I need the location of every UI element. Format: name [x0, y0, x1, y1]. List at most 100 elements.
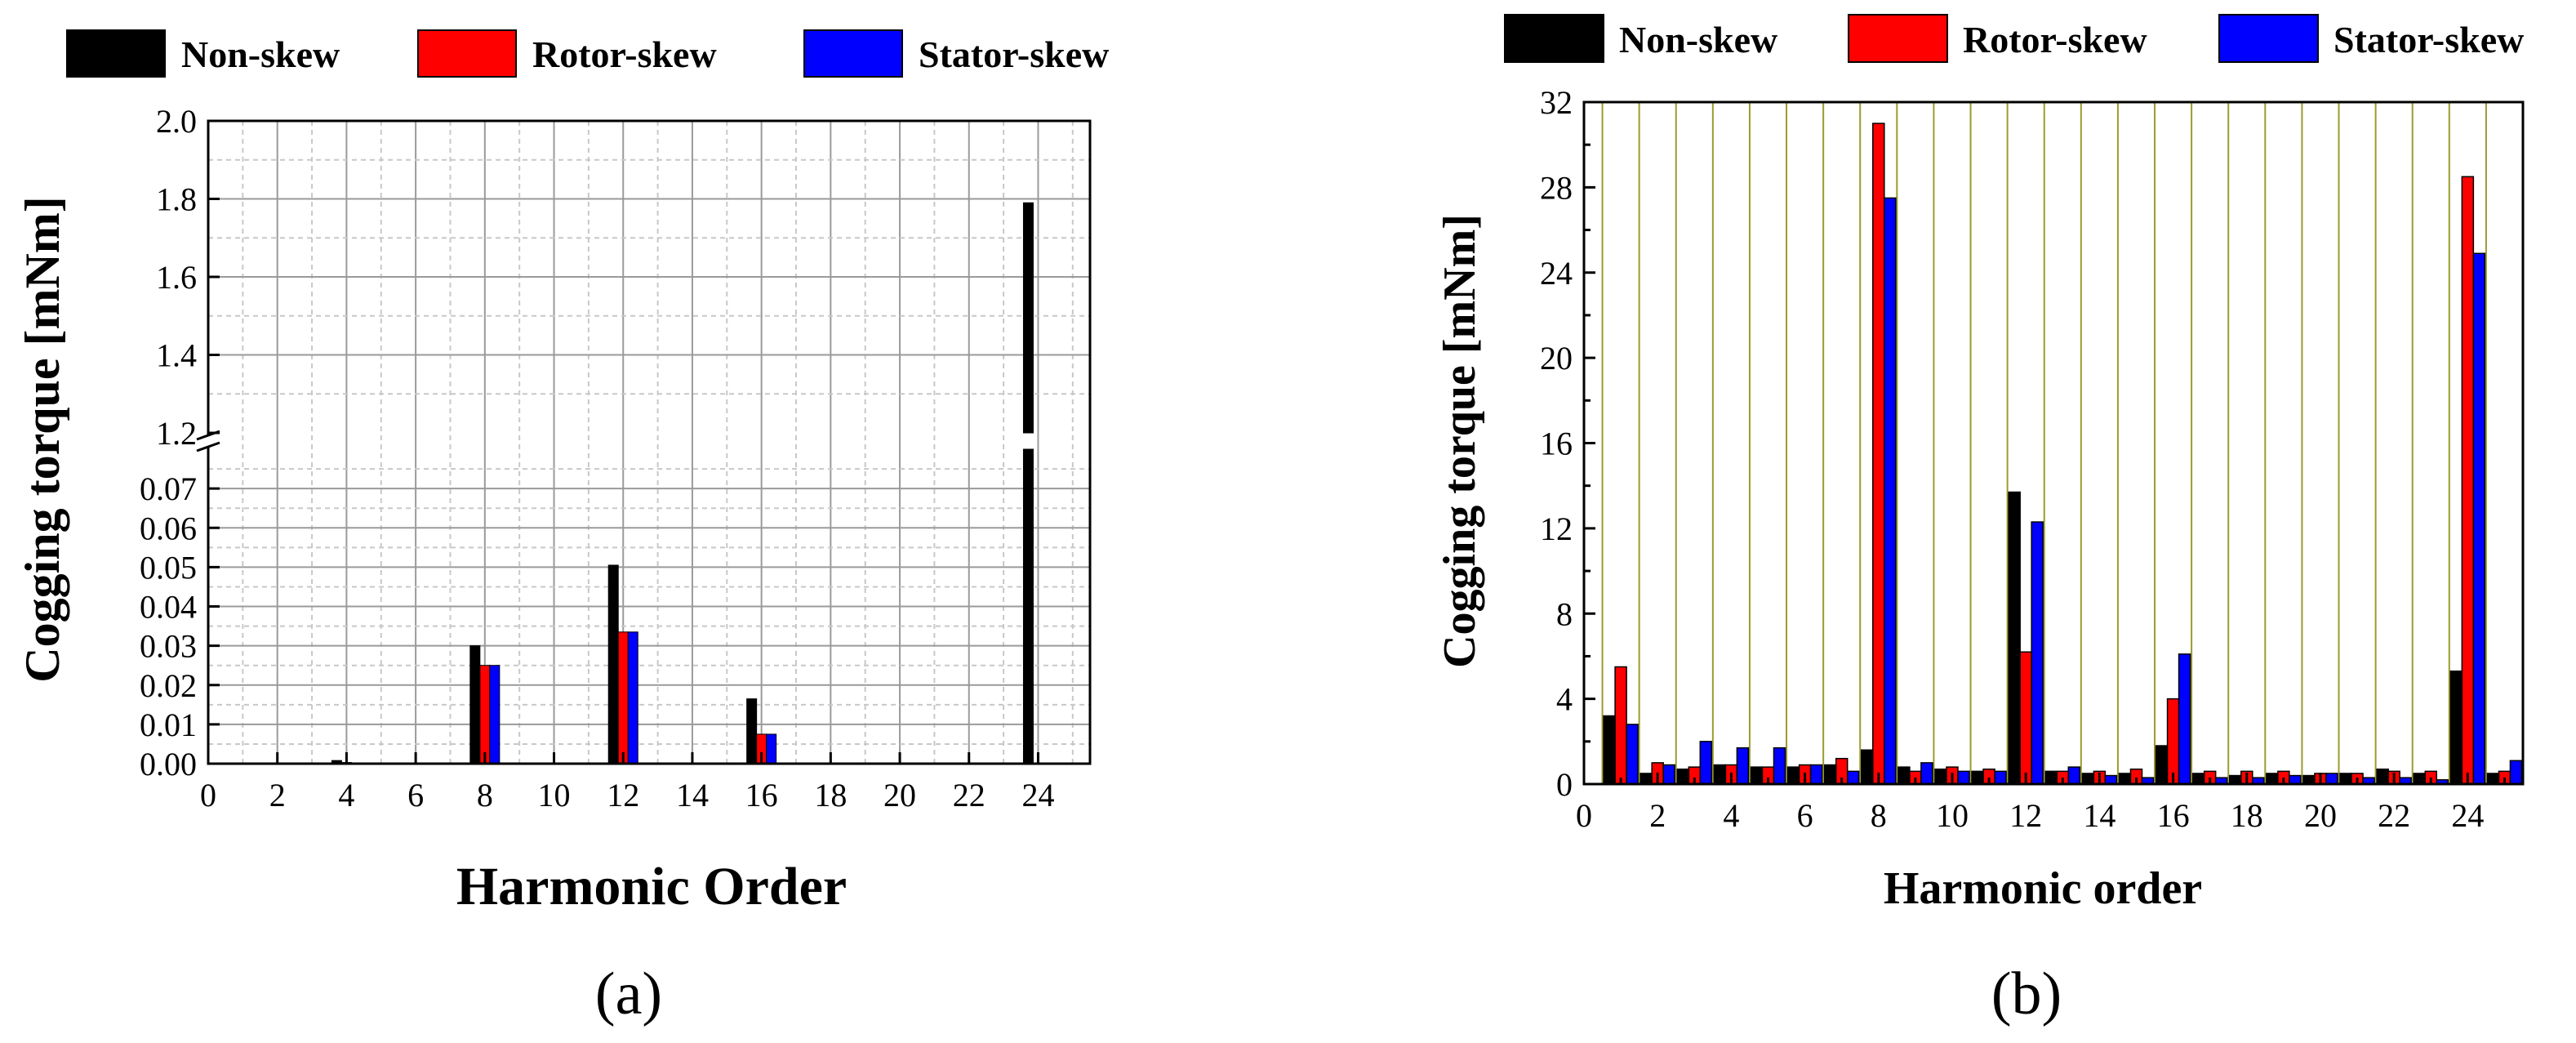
y-tick-label: 1.2 — [156, 415, 197, 452]
bar-non-skew-h13 — [2044, 770, 2058, 785]
x-axis-title-a: Harmonic Order — [456, 857, 847, 916]
x-tick-label: 4 — [338, 777, 354, 813]
y-tick-label: 4 — [1556, 681, 1573, 718]
tick-labels-a: 0 2 4 6 8 10 12 14 16 18 20 22 240.000.010.020.030.0… — [140, 103, 1054, 813]
x-tick-label: 0 — [1576, 797, 1592, 834]
x-tick-label: 24 — [2451, 797, 2484, 834]
x-tick-label: 10 — [538, 777, 571, 813]
legend-swatch-stator-skew — [2218, 14, 2319, 63]
grid-a — [208, 121, 1090, 764]
y-axis-title-b: Cogging torque [mNm] — [1435, 214, 1485, 668]
x-tick-label: 12 — [2009, 797, 2042, 834]
x-tick-label: 12 — [607, 777, 639, 813]
plot-frame-b — [1582, 100, 2525, 786]
bar-stator-skew-h8 — [1884, 197, 1897, 785]
bar-non-skew-h23 — [2413, 773, 2427, 785]
x-tick-label: 22 — [953, 777, 985, 813]
bar-rotor-skew-h8 — [479, 665, 491, 764]
x-tick-label: 6 — [407, 777, 424, 813]
bar-non-skew-h8 — [1861, 749, 1874, 785]
bar-rotor-skew-h12 — [617, 631, 629, 764]
bar-rotor-skew-h24 — [2461, 176, 2475, 785]
legend-swatch-stator-skew — [803, 29, 903, 78]
bar-non-skew-h2 — [1639, 773, 1653, 785]
bar-stator-skew-h19 — [2289, 774, 2302, 785]
bar-non-skew-h9 — [1898, 766, 1911, 785]
y-tick-label: 32 — [1540, 84, 1573, 121]
x-tick-label: 8 — [477, 777, 493, 813]
bar-stator-skew-h13 — [2067, 766, 2081, 785]
bar-stator-skew-h25 — [2509, 760, 2523, 785]
bar-non-skew-h11 — [1971, 770, 1984, 785]
bar-stator-skew-h11 — [1994, 770, 2007, 785]
axes-a — [196, 119, 1092, 765]
bar-non-skew-h12 — [2008, 491, 2021, 785]
y-tick-label: 0.02 — [140, 667, 197, 704]
bar-non-skew-h21 — [2339, 773, 2352, 785]
y-tick-label: 0.01 — [140, 706, 197, 743]
y-tick-label: 24 — [1540, 255, 1573, 292]
y-tick-label: 0.00 — [140, 746, 197, 782]
grid-b — [1601, 102, 2487, 784]
bar-non-skew-h7 — [1823, 764, 1837, 785]
bar-non-skew-h3 — [1676, 768, 1690, 785]
bar-non-skew-h15 — [2118, 773, 2132, 785]
axis-break-mark — [196, 441, 220, 452]
y-tick-label: 0.03 — [140, 628, 197, 665]
bar-non-skew-h12 — [607, 564, 619, 764]
bar-non-skew-h24 — [2449, 670, 2463, 785]
y-tick-label: 0.07 — [140, 470, 197, 507]
y-tick-label: 8 — [1556, 595, 1573, 632]
bar-stator-skew-h2 — [1662, 764, 1675, 785]
panel-label-a: (a) — [595, 961, 662, 1027]
panel-label-b: (b) — [1991, 961, 2062, 1027]
y-tick-label: 0.04 — [140, 589, 197, 626]
bar-non-skew-h10 — [1934, 768, 1947, 785]
y-tick-label: 12 — [1540, 510, 1573, 547]
chart-panel-b: Non-skew Rotor-skew Stator-skew 0 2 4 6 8 10 1… — [1435, 14, 2525, 1027]
bar-non-skew-h17 — [2191, 773, 2205, 785]
legend-label-rotor-skew: Rotor-skew — [532, 33, 717, 75]
bar-stator-skew-h10 — [1957, 770, 1970, 785]
bar-rotor-skew-h8 — [1872, 123, 1885, 785]
bar-non-skew-h18 — [2229, 774, 2242, 785]
bar-non-skew-h4 — [1713, 764, 1727, 785]
bar-non-skew-h8 — [469, 645, 481, 764]
bar-stator-skew-h1 — [1626, 724, 1639, 785]
legend-label-non-skew: Non-skew — [181, 33, 340, 75]
bar-non-skew-h24-lower — [1022, 448, 1034, 764]
bar-non-skew-h24 — [1022, 202, 1034, 434]
legend-swatch-rotor-skew — [1848, 14, 1948, 63]
legend-label-non-skew: Non-skew — [1619, 19, 1777, 60]
x-axis-title-b: Harmonic order — [1884, 863, 2202, 914]
bar-non-skew-h22 — [2376, 768, 2389, 785]
bar-stator-skew-h7 — [1846, 770, 1860, 785]
bar-non-skew-h20 — [2302, 774, 2316, 785]
x-tick-label: 6 — [1797, 797, 1813, 834]
legend-label-rotor-skew: Rotor-skew — [1963, 19, 2147, 60]
bar-stator-skew-h12 — [627, 631, 638, 764]
x-tick-label: 20 — [883, 777, 916, 813]
bar-non-skew-h5 — [1750, 766, 1764, 785]
x-tick-label: 14 — [2083, 797, 2116, 834]
bar-non-skew-h19 — [2266, 773, 2279, 785]
legend-b: Non-skew Rotor-skew Stator-skew — [1504, 14, 2524, 63]
bar-stator-skew-h6 — [1809, 764, 1823, 785]
y-tick-label: 0.05 — [140, 549, 197, 586]
bars-b — [1603, 123, 2523, 785]
y-tick-label: 1.6 — [156, 259, 197, 296]
bar-stator-skew-h16 — [766, 733, 777, 764]
y-tick-label: 28 — [1540, 169, 1573, 206]
x-tick-label: 14 — [676, 777, 709, 813]
bar-non-skew-h25 — [2486, 773, 2500, 785]
bar-non-skew-h6 — [1786, 766, 1800, 785]
x-tick-label: 22 — [2378, 797, 2410, 834]
bar-non-skew-h1 — [1603, 715, 1616, 785]
x-tick-label: 24 — [1021, 777, 1054, 813]
y-tick-label: 1.4 — [156, 337, 197, 374]
axes-b — [1582, 100, 2525, 786]
bars-a — [331, 202, 1034, 764]
bar-stator-skew-h3 — [1699, 741, 1713, 785]
x-tick-label: 4 — [1723, 797, 1739, 834]
